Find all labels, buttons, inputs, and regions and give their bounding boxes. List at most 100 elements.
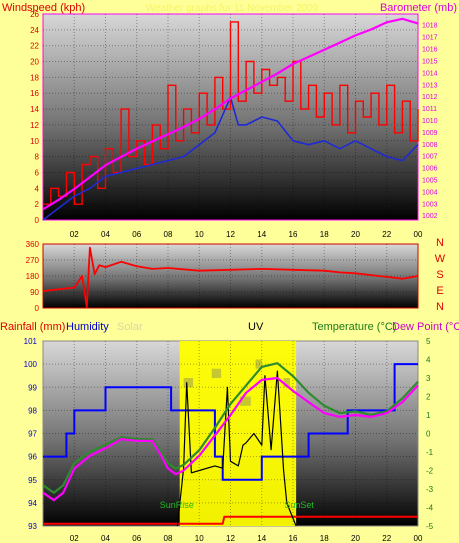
- average-speed-series: [42, 96, 419, 221]
- chart-title: Weather graphs for 11 November 2009: [146, 3, 319, 14]
- temp-x-tick-label: 14: [257, 534, 266, 543]
- barometer-y-tick-label: 1006: [422, 166, 438, 173]
- direction-y-tick-label: 270: [26, 256, 40, 265]
- temperature-y-tick-label: 4: [426, 356, 431, 365]
- humidity-y-tick-label: 97: [28, 430, 37, 439]
- barometer-y-tick-label: 1011: [422, 106, 437, 113]
- wind-y-tick-label: 16: [30, 89, 39, 98]
- temperature-y-tick-label: 2: [426, 393, 431, 402]
- temperature-legend: Temperature (°C): [312, 321, 396, 333]
- wind-y-tick-label: 22: [30, 42, 39, 51]
- wind-x-tick-label: 14: [257, 230, 266, 239]
- wind-y-tick-label: 18: [30, 73, 39, 82]
- temperature-y-tick-label: 1: [426, 411, 431, 420]
- temp-x-tick-label: 22: [382, 534, 391, 543]
- compass-label: N: [436, 301, 444, 313]
- barometer-y-tick-label: 1008: [422, 142, 438, 149]
- temp-x-tick-label: 02: [70, 534, 79, 543]
- wind-y-tick-label: 20: [30, 58, 39, 67]
- temperature-y-tick-label: -1: [426, 448, 434, 457]
- dewpoint-series: [42, 376, 419, 502]
- barometer-y-tick-label: 1009: [422, 130, 438, 137]
- barometer-y-tick-label: 1005: [422, 178, 438, 185]
- temperature-y-tick-label: 3: [426, 374, 431, 383]
- windspeed-axis-label: Windspeed (kph): [2, 2, 85, 14]
- temp-x-tick-label: 04: [101, 534, 110, 543]
- direction-y-tick-label: 180: [26, 272, 40, 281]
- temperature-series: [42, 362, 419, 494]
- humidity-y-tick-label: 94: [28, 499, 37, 508]
- humidity-y-tick-label: 100: [24, 360, 38, 369]
- temp-x-tick-label: 10: [195, 534, 204, 543]
- wind-y-tick-label: 0: [35, 216, 40, 225]
- humidity-y-tick-label: 93: [28, 522, 37, 531]
- solar-region: [179, 341, 297, 526]
- barometer-series: [42, 17, 419, 211]
- temperature-y-tick-label: -5: [426, 522, 434, 531]
- temp-x-tick-label: 08: [164, 534, 173, 543]
- temperature-y-tick-label: -2: [426, 467, 434, 476]
- wind-x-tick-label: 10: [195, 230, 204, 239]
- wind-y-tick-label: 2: [35, 200, 40, 209]
- barometer-y-tick-label: 1015: [422, 58, 438, 65]
- humidity-legend: Humidity: [66, 321, 109, 333]
- dewpoint-legend: Dew Point (°C): [392, 321, 459, 333]
- wind-x-tick-label: 22: [382, 230, 391, 239]
- temperature-y-tick-label: -3: [426, 485, 434, 494]
- temp-x-tick-label: 16: [289, 534, 298, 543]
- wind-y-tick-label: 14: [30, 105, 39, 114]
- solar-dip: [255, 359, 262, 369]
- direction-y-tick-label: 90: [30, 288, 39, 297]
- compass-label: E: [436, 285, 443, 297]
- barometer-y-tick-label: 1013: [422, 82, 438, 89]
- wind-x-tick-label: 00: [414, 230, 423, 239]
- wind-x-tick-label: 06: [132, 230, 141, 239]
- wind-x-tick-label: 08: [164, 230, 173, 239]
- barometer-y-tick-label: 1010: [422, 118, 438, 125]
- compass-label: W: [435, 253, 446, 265]
- barometer-axis-label: Barometer (mb): [380, 2, 457, 14]
- solar-legend: Solar: [117, 321, 143, 333]
- wind-y-tick-label: 24: [30, 26, 39, 35]
- solar-dip: [283, 378, 290, 388]
- wind-y-tick-label: 26: [30, 10, 39, 19]
- humidity-y-tick-label: 96: [28, 453, 37, 462]
- wind-direction-series: [42, 246, 419, 309]
- wind-y-tick-label: 8: [35, 153, 40, 162]
- barometer-y-tick-label: 1003: [422, 201, 438, 208]
- rainfall-legend: Rainfall (mm): [0, 321, 65, 333]
- sunset-label: SunSet: [284, 500, 314, 510]
- wind-y-tick-label: 10: [30, 137, 39, 146]
- barometer-y-tick-label: 1017: [422, 35, 438, 42]
- uv-legend: UV: [248, 321, 264, 333]
- humidity-y-tick-label: 98: [28, 406, 37, 415]
- temp-x-tick-label: 00: [414, 534, 423, 543]
- wind-x-tick-label: 20: [351, 230, 360, 239]
- sunrise-label: SunRise: [160, 500, 194, 510]
- humidity-y-tick-label: 95: [28, 476, 37, 485]
- barometer-y-tick-label: 1004: [422, 189, 438, 196]
- barometer-y-tick-label: 1002: [422, 213, 438, 220]
- gust-series: [43, 21, 419, 205]
- humidity-y-tick-label: 99: [28, 383, 37, 392]
- solar-dip: [183, 378, 193, 388]
- wind-y-tick-label: 6: [35, 168, 40, 177]
- temp-x-tick-label: 18: [320, 534, 329, 543]
- solar-dip: [211, 368, 222, 378]
- solar-dip: [239, 396, 251, 406]
- direction-y-tick-label: 0: [35, 304, 40, 313]
- wind-x-tick-label: 04: [101, 230, 110, 239]
- rainfall-series: [43, 515, 418, 525]
- direction-plot-area: [42, 243, 419, 309]
- barometer-y-tick-label: 1007: [422, 154, 438, 161]
- temperature-y-tick-label: 0: [426, 430, 431, 439]
- humidity-y-tick-label: 101: [24, 337, 38, 346]
- temp-x-tick-label: 20: [351, 534, 360, 543]
- barometer-y-tick-label: 1014: [422, 70, 438, 77]
- compass-label: N: [436, 237, 444, 249]
- temp-x-tick-label: 12: [226, 534, 235, 543]
- barometer-y-tick-label: 1016: [422, 47, 438, 54]
- uv-series: [176, 370, 297, 527]
- temperature-y-tick-label: 5: [426, 337, 431, 346]
